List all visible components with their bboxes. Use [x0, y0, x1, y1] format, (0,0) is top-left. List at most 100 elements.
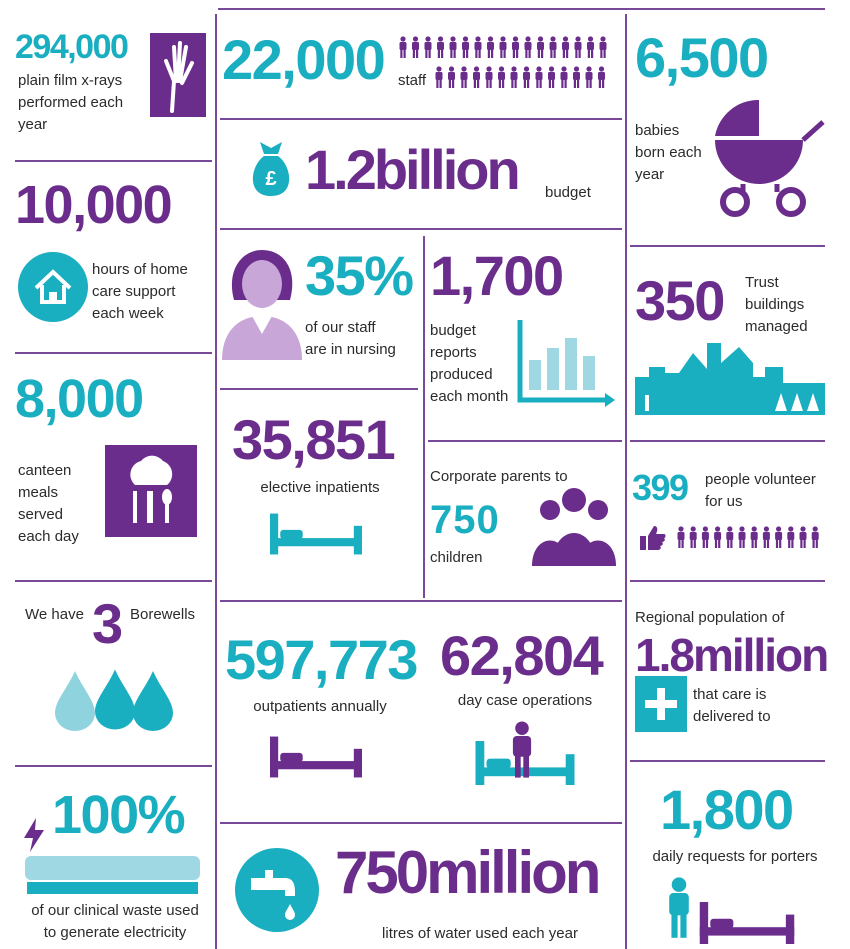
person-icon — [573, 66, 580, 88]
person-icon — [435, 66, 443, 88]
person-icon — [485, 66, 493, 88]
stat-text: plain film x-rays — [18, 72, 123, 89]
stat-text: We have — [25, 606, 84, 623]
person-icon — [460, 66, 468, 88]
stat-text: each day — [18, 528, 79, 545]
person-icon — [498, 66, 505, 88]
stat-number: 1.8million — [635, 629, 829, 681]
stat-text: Regional population of — [635, 609, 785, 626]
person-icon — [524, 36, 532, 58]
stat-text: elective inpatients — [260, 479, 380, 496]
stat-text: Trust — [745, 274, 779, 291]
stat-number: 62,804 — [440, 624, 604, 687]
people-row — [399, 36, 607, 58]
divider — [630, 760, 825, 762]
person-icon — [512, 36, 519, 58]
stat-text: produced — [430, 366, 493, 383]
people-row — [435, 66, 605, 88]
divider — [220, 118, 622, 120]
daycase-icon — [475, 721, 575, 785]
divider — [215, 14, 217, 949]
stat-text: born each — [635, 144, 702, 161]
stat-text: delivered to — [693, 708, 771, 725]
stat-text: litres of water used each year — [382, 925, 578, 942]
stat-text: for us — [705, 493, 743, 510]
stat-text: of our staff — [305, 319, 376, 336]
person-icon — [412, 36, 419, 58]
tap-icon — [235, 848, 319, 932]
pound-sign: £ — [265, 168, 276, 190]
stat-text: meals — [18, 484, 59, 501]
divider — [630, 440, 825, 442]
xray-icon — [150, 33, 206, 117]
plus-icon — [635, 676, 687, 732]
home-icon — [18, 252, 88, 322]
bed-icon — [270, 513, 362, 555]
divider — [220, 600, 622, 602]
stat-number: 750 — [430, 498, 500, 542]
stat-text: care support — [92, 283, 176, 300]
divider — [15, 580, 212, 582]
person-icon — [574, 36, 582, 58]
divider — [220, 822, 622, 824]
stat-text: buildings — [745, 296, 805, 313]
person-icon — [714, 526, 722, 548]
stat-text: budget — [430, 322, 476, 339]
thumb-icon — [640, 526, 666, 550]
person-icon — [537, 36, 544, 58]
person-icon — [799, 526, 807, 548]
person-icon — [449, 36, 457, 58]
person-icon — [549, 36, 557, 58]
person-icon — [560, 66, 568, 88]
divider — [630, 580, 825, 582]
person-icon — [599, 36, 607, 58]
person-icon — [510, 66, 518, 88]
stat-number: 350 — [635, 269, 725, 332]
chart-icon — [517, 320, 615, 407]
divider — [218, 8, 825, 10]
stat-number: 3 — [92, 592, 123, 655]
person-icon — [689, 526, 697, 548]
person-icon — [473, 66, 480, 88]
stat-text: are in nursing — [305, 341, 396, 358]
stat-number: 750million — [335, 839, 601, 906]
stat-text: staff — [398, 72, 427, 89]
stat-text: of our clinical waste used — [31, 902, 199, 919]
person-icon — [701, 526, 709, 548]
stat-text: daily requests for porters — [652, 848, 818, 865]
bolt-icon — [24, 818, 44, 852]
stat-text: that care is — [693, 686, 767, 703]
divider — [15, 765, 212, 767]
skyline-icon — [635, 343, 825, 415]
person-icon — [598, 66, 605, 88]
person-icon — [437, 36, 444, 58]
stat-text: canteen — [18, 462, 72, 479]
person-icon — [726, 526, 734, 548]
person-icon — [762, 526, 770, 548]
person-icon — [424, 36, 432, 58]
person-icon — [585, 66, 593, 88]
divider — [220, 388, 418, 390]
stat-text: performed each — [18, 94, 124, 111]
stat-text: each month — [430, 388, 509, 405]
stat-text: Corporate parents to — [430, 468, 568, 485]
stat-text: to generate electricity — [43, 924, 187, 941]
moneybag-icon: £ — [252, 142, 290, 196]
stat-text: each week — [92, 305, 164, 322]
person-icon — [535, 66, 543, 88]
stat-text: year — [18, 116, 48, 133]
bulbs-icon — [25, 856, 200, 894]
nurse-icon — [222, 250, 302, 360]
divider — [428, 440, 622, 442]
stat-number: 399 — [632, 467, 689, 508]
person-icon — [399, 36, 407, 58]
porter-icon — [669, 877, 795, 944]
family-icon — [532, 488, 616, 566]
person-icon — [448, 66, 455, 88]
person-icon — [474, 36, 482, 58]
divider — [625, 14, 627, 949]
stat-text: managed — [745, 318, 808, 335]
stat-number: 35,851 — [232, 408, 396, 471]
stat-text: Borewells — [130, 606, 196, 623]
stat-text: people volunteer — [705, 471, 816, 488]
